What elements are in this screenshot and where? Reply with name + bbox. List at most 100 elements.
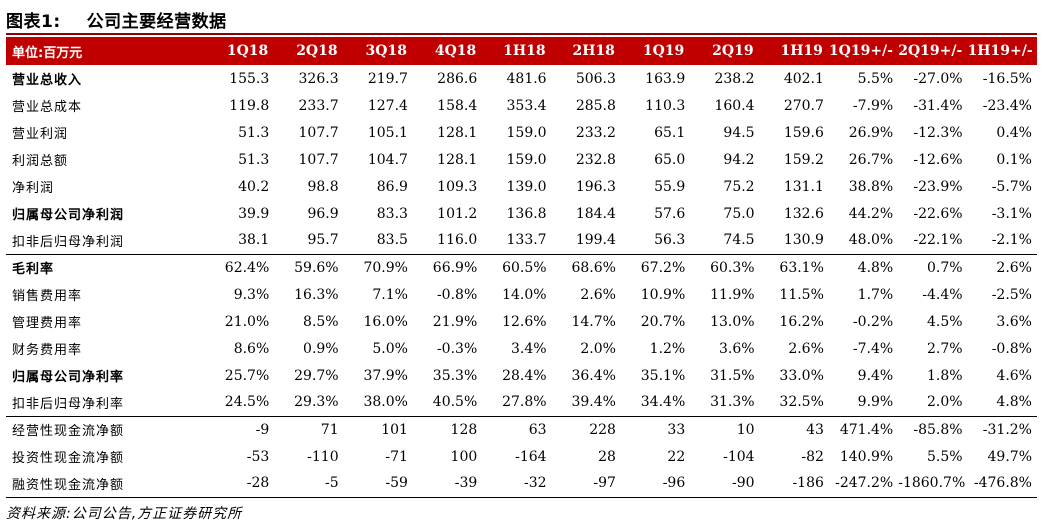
table-cell: 107.7 [298,124,339,141]
table-row: 扣非后归母净利率 24.5% 29.3% 38.0% 40.5% 27.8% 39.4% 34… [6,389,1037,417]
table-cell: 31.3% [690,389,760,417]
table-cell: -96 [620,470,691,498]
table-cell: 13.0% [710,313,755,330]
table-cell: 353.4 [506,97,547,114]
table-cell: 16.3% [294,286,339,303]
table-cell: 21.9% [432,313,478,330]
table-cell: 101 [343,415,413,443]
table-cell: -23.9% [913,178,963,195]
table-cell: -85.8% [898,415,968,443]
table-cell: -1860.7% [898,470,968,498]
table-cell: 1.2% [649,340,686,357]
table-cell: 14.0% [502,286,547,303]
table-cell: 21.0% [224,313,270,330]
table-row: 利润总额 51.3 107.7 104.7 128.1 159.0 232.8 65.0 94.… [6,146,1037,173]
table-cell: 75.0 [723,205,755,222]
table-cell: 5.5% [857,70,894,87]
table-cell: 107.7 [298,151,339,168]
table-cell: 132.6 [783,205,824,222]
table-cell: 37.9% [363,367,408,384]
table-cell: 40.2 [238,178,270,195]
table-cell: 71 [274,415,344,443]
row-label: 营业利润 [12,127,69,142]
table-cell: 16.0% [363,313,408,330]
table-cell: 285.8 [575,97,616,114]
table-cell: 24.5% [204,389,275,417]
table-cell: 159.6 [783,124,824,141]
table-cell: -104 [723,448,755,465]
table-cell: -0.8% [436,286,478,303]
table-cell: 3.6% [996,313,1032,330]
table-cell: 22 [667,448,686,465]
table-cell: 196.3 [575,178,616,195]
table-cell: 109.3 [437,178,478,195]
table-cell: 36.4% [571,367,616,384]
table-cell: 104.7 [367,151,408,168]
table-cell: 238.2 [714,70,755,87]
table-cell: 163.9 [645,70,686,87]
table-cell: 34.4% [620,389,691,417]
table-cell: 38.0% [343,389,413,417]
table-cell: 74.5 [690,227,760,255]
table-cell: 75.2 [723,178,755,195]
table-cell: 326.3 [298,70,339,87]
figure-number: 图表1: [6,11,61,32]
table-cell: 35.3% [432,367,478,384]
table-cell: 63.1% [759,253,829,281]
table-cell: -0.8% [991,340,1032,357]
table-cell: 8.6% [233,340,270,357]
table-cell: -22.6% [913,205,963,222]
table-cell: -82 [801,448,824,465]
table-cell: -31.2% [967,415,1037,443]
table-cell: -7.9% [852,97,894,114]
table-cell: 232.8 [575,151,616,168]
table-cell: -0.3% [436,340,478,357]
table-cell: 67.2% [620,253,691,281]
row-label: 营业总收入 [12,73,83,88]
table-cell: 66.9% [412,253,483,281]
table-cell: -22.1% [898,227,968,255]
table-row: 投资性现金流净额 -53 -110 -71 100 -164 28 22 -104 -82 140.… [6,443,1037,470]
row-label: 管理费用率 [12,316,83,331]
table-row: 经营性现金流净额 -9 71 101 128 63 228 33 10 43 471.4% -85.8… [6,415,1037,443]
table-cell: -12.3% [913,124,963,141]
table-cell: 28 [598,448,616,465]
table-cell: 9.9% [828,389,899,417]
table-cell: 140.9% [839,448,894,465]
table-cell: 2.7% [926,340,963,357]
table-cell: -9 [204,415,275,443]
table-cell: 7.1% [372,286,408,303]
row-label: 经营性现金流净额 [6,415,205,443]
row-label: 投资性现金流净额 [12,451,125,466]
row-label: 归属母公司净利润 [12,208,125,223]
table-cell: 228 [551,415,621,443]
table-cell: -16.5% [982,70,1032,87]
table-cell: 26.7% [848,151,894,168]
title-divider [6,33,1037,35]
row-label: 营业总成本 [12,100,83,115]
table-cell: 55.9 [654,178,686,195]
table-cell: 62.4% [204,253,275,281]
table-cell: 119.8 [229,97,270,114]
table-cell: -71 [385,448,408,465]
table-cell: 2.6% [580,286,616,303]
table-cell: -164 [515,448,547,465]
operating-data-table: 单位:百万元 1Q18 2Q18 3Q18 4Q18 1H18 2H18 1Q19 2Q19 1… [6,37,1037,498]
row-label: 净利润 [12,181,55,196]
table-cell: 2.6% [967,253,1037,281]
source-note: 资料来源:公司公告,方正证券研究所 [6,506,243,522]
table-row: 财务费用率 8.6% 0.9% 5.0% -0.3% 3.4% 2.0% 1.2% 3.6% 2.… [6,335,1037,362]
table-cell: 184.4 [575,205,616,222]
table-cell: -97 [551,470,621,498]
table-cell: 59.6% [274,253,344,281]
table-cell: 12.6% [502,313,547,330]
table-cell: -28 [204,470,275,498]
table-cell: 51.3 [238,124,270,141]
table-cell: 100 [450,448,478,465]
table-cell: 219.7 [367,70,408,87]
table-body: 营业总收入 155.3 326.3 219.7 286.6 481.6 506.3 163.9… [6,65,1037,498]
table-cell: 56.3 [620,227,691,255]
table-cell: 38.1 [204,227,275,255]
table-row: 扣非后归母净利润 38.1 95.7 83.5 116.0 133.7 199.4 56.3 7… [6,227,1037,255]
table-cell: 155.3 [229,70,270,87]
